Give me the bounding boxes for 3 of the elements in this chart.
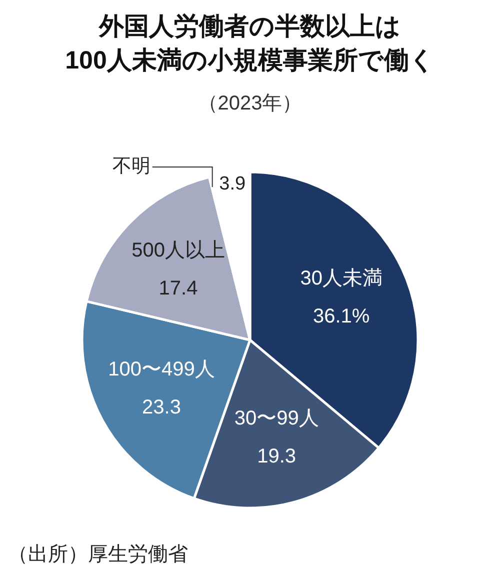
title: 外国人労働者の半数以上は (99, 12, 401, 41)
subtitle: （2023年） (198, 92, 302, 114)
title: 100人未満の小規模事業所で働く (65, 46, 435, 75)
